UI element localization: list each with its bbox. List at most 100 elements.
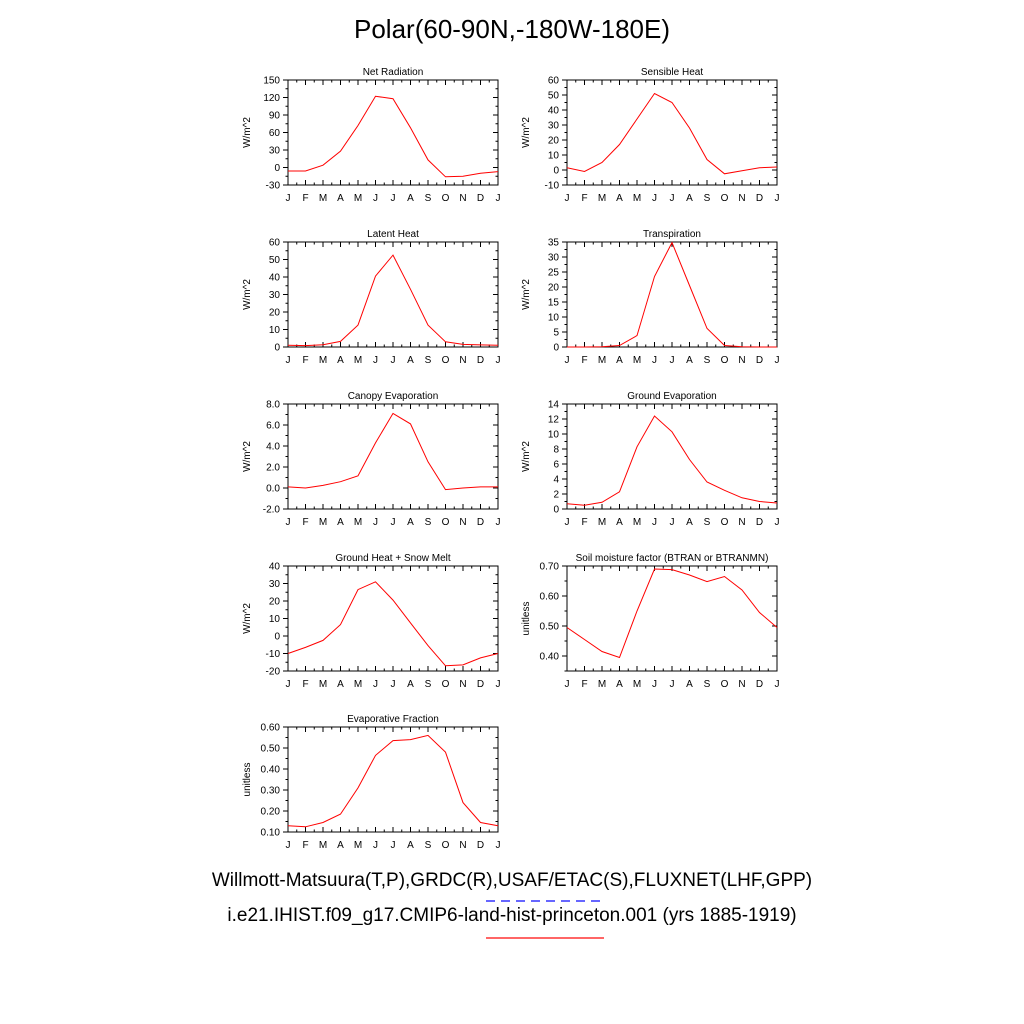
x-tick-label: D (756, 193, 763, 204)
x-tick-label: A (407, 193, 414, 204)
y-tick-label: 4.0 (266, 442, 280, 453)
series-line (287, 734, 499, 828)
series-line (566, 568, 778, 659)
y-tick-label: 60 (269, 238, 281, 249)
panel-title: Evaporative Fraction (347, 714, 439, 725)
x-tick-label: J (565, 193, 570, 204)
y-tick-label: 0.30 (261, 786, 281, 797)
series-line (567, 241, 777, 348)
x-tick-label: N (459, 517, 466, 528)
y-tick-label: 15 (548, 298, 560, 309)
x-tick-label: A (337, 679, 344, 690)
footer-model-line: i.e21.IHIST.f09_g17.CMIP6-land-hist-prin… (227, 905, 797, 926)
x-tick-label: J (286, 679, 291, 690)
x-tick-label: O (721, 517, 729, 528)
panel-9: J F M A M J J A S O N D J0.100.200.300.400.500.60Eva… (242, 714, 501, 851)
series-line (566, 415, 778, 506)
y-tick-label: 10 (269, 325, 281, 336)
x-tick-label: N (459, 193, 466, 204)
x-tick-label: J (652, 679, 657, 690)
y-tick-label: 8.0 (266, 400, 280, 411)
y-tick-label: 10 (269, 614, 281, 625)
y-axis-label: W/m^2 (242, 117, 253, 148)
x-tick-label: D (756, 355, 763, 366)
x-tick-label: A (616, 517, 623, 528)
y-tick-label: 40 (548, 106, 560, 117)
y-tick-label: 0 (553, 166, 559, 177)
y-tick-label: -30 (266, 181, 281, 192)
x-tick-label: J (775, 679, 780, 690)
x-tick-label: M (598, 193, 606, 204)
y-tick-label: 20 (269, 597, 281, 608)
x-tick-label: M (354, 679, 362, 690)
y-tick-label: 35 (548, 238, 560, 249)
x-tick-label: J (565, 679, 570, 690)
x-tick-label: A (337, 193, 344, 204)
legend-dashed-line (486, 900, 604, 902)
x-tick-label: O (442, 355, 450, 366)
y-tick-label: 0.10 (261, 828, 281, 839)
x-tick-label: F (302, 517, 308, 528)
x-tick-label: D (477, 355, 484, 366)
panel-4: J F M A M J J A S O N D J05101520253035Transpiration… (521, 229, 780, 366)
y-tick-label: 5 (553, 328, 559, 339)
panel-title: Ground Heat + Snow Melt (335, 553, 451, 564)
y-tick-label: 10 (548, 430, 560, 441)
x-tick-label: J (652, 355, 657, 366)
x-tick-label: O (442, 517, 450, 528)
x-tick-label: M (354, 193, 362, 204)
x-tick-label: J (373, 840, 378, 851)
x-tick-label: F (581, 193, 587, 204)
y-tick-label: 10 (548, 313, 560, 324)
x-tick-label: J (670, 355, 675, 366)
y-tick-label: 120 (263, 93, 280, 104)
panel-title: Ground Evaporation (627, 391, 717, 402)
x-tick-label: N (459, 840, 466, 851)
x-tick-label: J (286, 517, 291, 528)
figure-title: Polar(60-90N,-180W-180E) (354, 14, 670, 44)
y-tick-label: 2.0 (266, 463, 280, 474)
x-tick-label: D (477, 840, 484, 851)
x-tick-label: F (581, 517, 587, 528)
x-tick-label: D (477, 679, 484, 690)
x-tick-label: J (286, 840, 291, 851)
y-tick-label: 30 (548, 121, 560, 132)
x-tick-label: M (598, 679, 606, 690)
x-tick-label: F (302, 679, 308, 690)
x-tick-label: J (391, 517, 396, 528)
y-tick-label: 30 (269, 146, 281, 157)
x-tick-label: M (354, 840, 362, 851)
x-tick-label: M (633, 517, 641, 528)
x-tick-label: O (721, 679, 729, 690)
x-tick-label: A (407, 355, 414, 366)
y-tick-label: -10 (266, 649, 281, 660)
x-tick-label: M (633, 679, 641, 690)
x-tick-label: J (496, 840, 501, 851)
x-tick-label: S (704, 517, 711, 528)
series-line (287, 254, 499, 347)
y-tick-label: 150 (263, 76, 280, 87)
x-tick-label: S (704, 193, 711, 204)
panel-title: Latent Heat (367, 229, 419, 240)
x-tick-label: M (319, 355, 327, 366)
x-tick-label: J (373, 193, 378, 204)
series-line (566, 92, 778, 175)
x-tick-label: D (756, 679, 763, 690)
y-axis-label: W/m^2 (521, 279, 532, 310)
x-tick-label: M (598, 517, 606, 528)
y-axis-label: W/m^2 (521, 441, 532, 472)
x-tick-label: J (391, 840, 396, 851)
x-tick-label: A (686, 355, 693, 366)
plot-frame (287, 79, 499, 186)
plot-frame (287, 403, 499, 510)
x-tick-label: J (496, 193, 501, 204)
x-tick-label: O (442, 193, 450, 204)
x-tick-label: O (721, 193, 729, 204)
x-tick-label: M (633, 355, 641, 366)
x-tick-label: A (337, 355, 344, 366)
